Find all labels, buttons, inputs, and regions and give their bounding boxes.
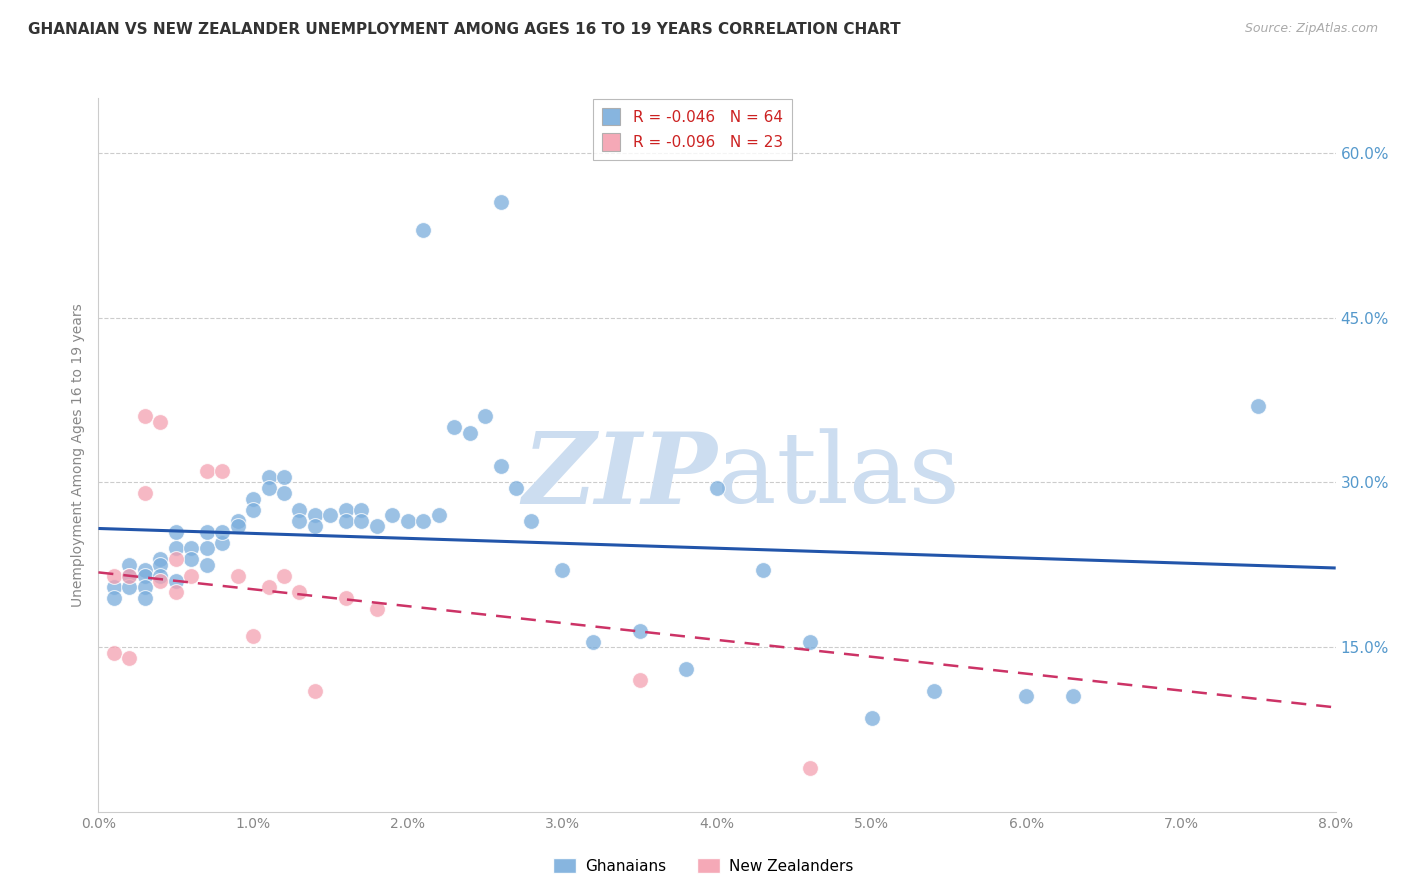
Point <box>396 514 419 528</box>
Point <box>242 629 264 643</box>
Point <box>860 711 883 725</box>
Point <box>195 558 218 572</box>
Point <box>443 420 465 434</box>
Point <box>288 585 311 599</box>
Legend: R = -0.046   N = 64, R = -0.096   N = 23: R = -0.046 N = 64, R = -0.096 N = 23 <box>593 99 792 160</box>
Point <box>226 514 249 528</box>
Point <box>489 458 512 473</box>
Point <box>211 524 233 539</box>
Point <box>165 574 187 589</box>
Point <box>335 514 357 528</box>
Point <box>366 519 388 533</box>
Point <box>273 486 295 500</box>
Point <box>1247 399 1270 413</box>
Point <box>582 634 605 648</box>
Point <box>180 541 202 556</box>
Legend: Ghanaians, New Zealanders: Ghanaians, New Zealanders <box>547 852 859 880</box>
Point <box>103 646 125 660</box>
Point <box>1015 690 1038 704</box>
Point <box>366 601 388 615</box>
Text: ZIP: ZIP <box>522 428 717 524</box>
Point <box>412 514 434 528</box>
Point <box>134 486 156 500</box>
Point <box>752 563 775 577</box>
Point <box>118 568 141 582</box>
Point <box>134 591 156 605</box>
Point <box>799 761 821 775</box>
Point <box>335 591 357 605</box>
Point <box>799 634 821 648</box>
Point <box>335 503 357 517</box>
Point <box>195 464 218 478</box>
Point <box>134 580 156 594</box>
Point <box>118 568 141 582</box>
Point <box>165 541 187 556</box>
Point <box>165 552 187 566</box>
Point <box>350 514 373 528</box>
Point <box>211 464 233 478</box>
Point <box>134 409 156 424</box>
Point <box>195 524 218 539</box>
Point <box>103 591 125 605</box>
Point <box>118 651 141 665</box>
Point <box>304 519 326 533</box>
Point <box>458 425 481 440</box>
Point <box>922 684 945 698</box>
Point <box>628 673 651 687</box>
Point <box>149 558 172 572</box>
Point <box>1062 690 1084 704</box>
Point <box>350 503 373 517</box>
Point <box>257 481 280 495</box>
Point <box>257 470 280 484</box>
Point <box>288 503 311 517</box>
Text: GHANAIAN VS NEW ZEALANDER UNEMPLOYMENT AMONG AGES 16 TO 19 YEARS CORRELATION CHA: GHANAIAN VS NEW ZEALANDER UNEMPLOYMENT A… <box>28 22 901 37</box>
Point <box>412 223 434 237</box>
Point <box>319 508 342 523</box>
Point <box>273 568 295 582</box>
Point <box>211 535 233 549</box>
Point <box>149 552 172 566</box>
Point <box>149 568 172 582</box>
Point <box>242 503 264 517</box>
Y-axis label: Unemployment Among Ages 16 to 19 years: Unemployment Among Ages 16 to 19 years <box>70 303 84 607</box>
Point <box>505 481 527 495</box>
Point <box>195 541 218 556</box>
Point <box>273 470 295 484</box>
Point <box>165 524 187 539</box>
Point <box>675 662 697 676</box>
Point <box>474 409 496 424</box>
Point <box>180 552 202 566</box>
Point <box>118 558 141 572</box>
Point <box>118 580 141 594</box>
Point <box>520 514 543 528</box>
Point <box>551 563 574 577</box>
Point <box>242 491 264 506</box>
Point <box>149 415 172 429</box>
Point <box>381 508 404 523</box>
Point <box>288 514 311 528</box>
Point <box>427 508 450 523</box>
Point <box>226 519 249 533</box>
Point <box>149 574 172 589</box>
Point <box>103 580 125 594</box>
Point <box>180 568 202 582</box>
Point <box>628 624 651 638</box>
Point <box>304 684 326 698</box>
Text: atlas: atlas <box>717 428 960 524</box>
Point <box>134 568 156 582</box>
Point <box>134 563 156 577</box>
Point <box>257 580 280 594</box>
Text: Source: ZipAtlas.com: Source: ZipAtlas.com <box>1244 22 1378 36</box>
Point <box>103 568 125 582</box>
Point <box>165 585 187 599</box>
Point <box>706 481 728 495</box>
Point <box>489 195 512 210</box>
Point <box>226 568 249 582</box>
Point <box>304 508 326 523</box>
